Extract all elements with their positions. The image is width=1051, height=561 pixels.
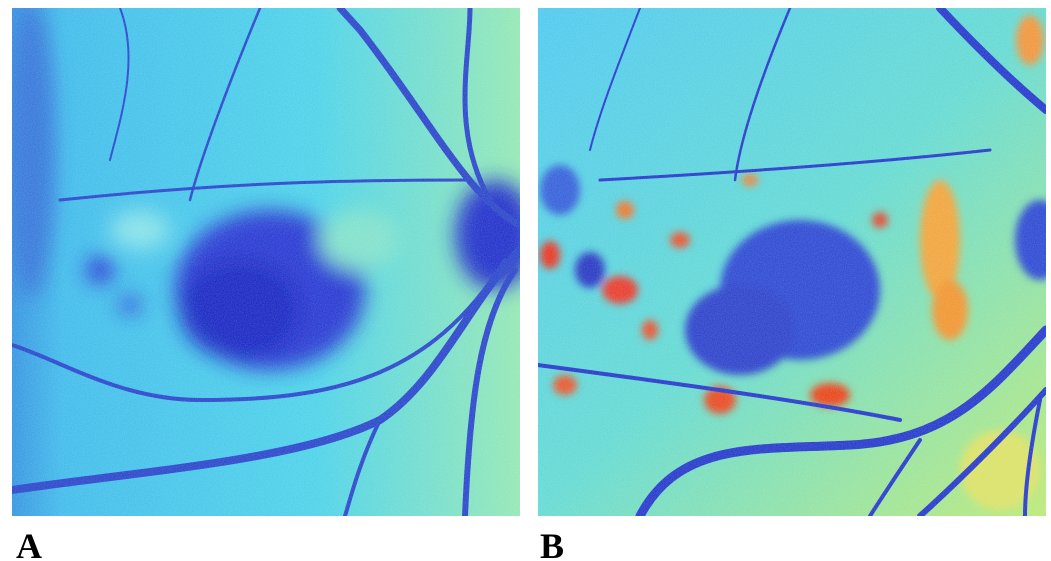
- panel-a-image: [12, 8, 520, 516]
- panel-b-image: [538, 8, 1046, 516]
- panel-label: B: [540, 526, 564, 561]
- panel-label: A: [16, 526, 42, 561]
